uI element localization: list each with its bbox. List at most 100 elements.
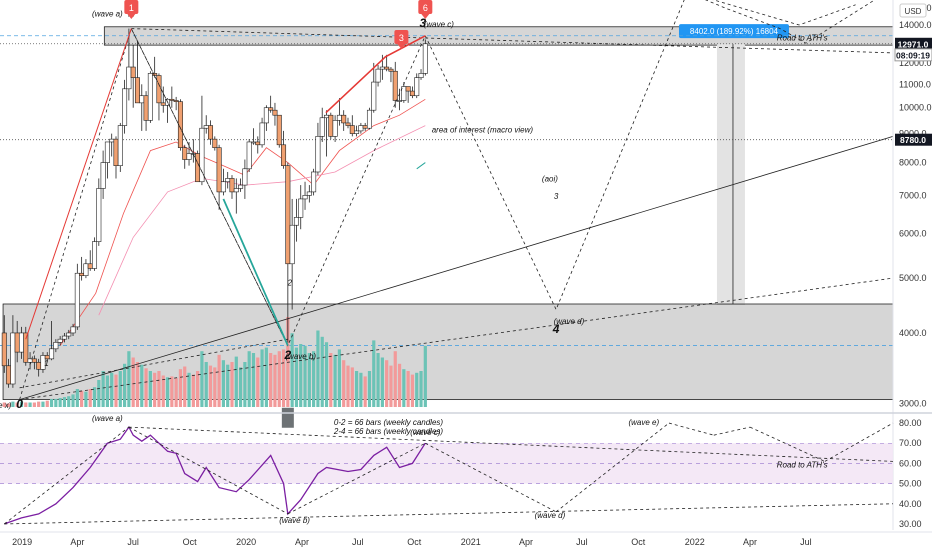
candle-body [375, 68, 381, 83]
volume-bar [380, 357, 384, 407]
candle-body [208, 125, 214, 140]
rsi-wave-label: Road to ATH's [777, 460, 828, 469]
candle-body [53, 342, 59, 350]
volume-bar [208, 365, 213, 407]
wave-label: (wave b) [285, 352, 316, 361]
candle-body [109, 138, 115, 143]
volume-bar [217, 354, 221, 407]
rsi-tick-label: 60.00 [899, 458, 922, 468]
time-tick-label: 2022 [685, 537, 705, 547]
candle-body [27, 358, 33, 363]
impulse-line-red [25, 28, 132, 340]
candle-body [336, 114, 342, 121]
volume-bar [324, 342, 329, 407]
candle-body [212, 138, 218, 148]
volume-bar [303, 345, 307, 407]
marker-flag-tip [397, 44, 406, 49]
volume-bar [161, 375, 165, 407]
candle-body [130, 66, 136, 78]
candle-body [100, 162, 106, 189]
volume-bar [406, 371, 410, 407]
time-tick-label: 2020 [236, 537, 256, 547]
volume-bar [71, 394, 75, 407]
volume-bar [88, 389, 92, 407]
candle-body [285, 165, 291, 265]
wave-label: (aoi) [542, 175, 558, 184]
rsi-wave-label: (wave d) [535, 511, 566, 520]
candle-body [366, 109, 372, 129]
marker-flag-label: 3 [399, 33, 404, 43]
time-tick-label: Oct [631, 537, 646, 547]
candle-body [6, 365, 12, 385]
candle-body [134, 77, 140, 104]
volume-bar [346, 365, 350, 407]
rsi-tick-label: 50.00 [899, 479, 922, 489]
candle-body [259, 122, 265, 146]
volume-bar [234, 356, 238, 407]
rsi-wave-label: (wave b) [279, 516, 310, 525]
volume-bar [393, 351, 397, 407]
marker-down-box [281, 407, 294, 428]
wave-label: (wave x) [0, 401, 12, 410]
rsi-trendline [668, 422, 714, 436]
rsi-trendline [713, 426, 751, 436]
candle-body [414, 77, 420, 97]
marker-flag: 6 [418, 0, 433, 19]
candle-body [397, 100, 403, 102]
wave-label: (wave a) [92, 9, 123, 18]
marker-flag-label: 6 [423, 3, 428, 13]
wave-label: 2 [284, 348, 292, 362]
candle-body [345, 122, 351, 126]
candle-body [422, 43, 428, 74]
candle-body [332, 120, 338, 137]
volume-bar [273, 354, 277, 407]
candle-body [341, 114, 347, 124]
volume-bar [187, 372, 191, 407]
candle-body [195, 153, 201, 183]
price-tick-label: 4000.0 [899, 328, 927, 338]
candle-body [199, 127, 205, 183]
candle-body [156, 75, 162, 104]
rsi-wave-label: (wave c) [410, 428, 441, 437]
volume-bar [226, 364, 230, 407]
candle-body [324, 114, 330, 119]
candle-body [96, 188, 102, 242]
volume-bar [372, 340, 376, 407]
volume-bar [75, 389, 79, 407]
time-tick-label: Apr [743, 537, 757, 547]
time-tick-label: 2019 [12, 537, 32, 547]
price-tick-label: 6000.0 [899, 228, 927, 238]
candle-body [392, 70, 398, 101]
candle-body [409, 90, 415, 97]
candle-body [57, 338, 63, 343]
volume-bar [281, 349, 286, 407]
price-tick-label: 3000.0 [899, 399, 927, 409]
marker-flag-box [124, 0, 139, 14]
volume-bar [196, 371, 200, 407]
volume-bar [256, 357, 260, 407]
volume-bar [337, 349, 342, 407]
volume-bar [58, 398, 62, 407]
measure-range-shade [716, 44, 745, 305]
volume-bar [157, 371, 161, 407]
rsi-trendline [287, 442, 426, 515]
rsi-trendline [128, 426, 894, 462]
candle-body [388, 68, 394, 72]
time-tick-label: Jul [352, 537, 364, 547]
candle-body [354, 130, 360, 134]
candle-body [79, 272, 85, 276]
candle-body [272, 109, 278, 116]
volume-bar [2, 402, 6, 407]
candle-body [238, 184, 244, 189]
volume-bar [299, 344, 303, 407]
candle-body [229, 178, 235, 193]
wave-label: area of interest (macro view) [432, 125, 534, 134]
volume-bar [6, 403, 11, 407]
price-badge [894, 48, 932, 62]
volume-bar [397, 363, 402, 407]
price-badge [895, 37, 932, 50]
volume-bar [97, 380, 101, 407]
candle-body [92, 241, 98, 269]
rsi-line [4, 425, 426, 525]
